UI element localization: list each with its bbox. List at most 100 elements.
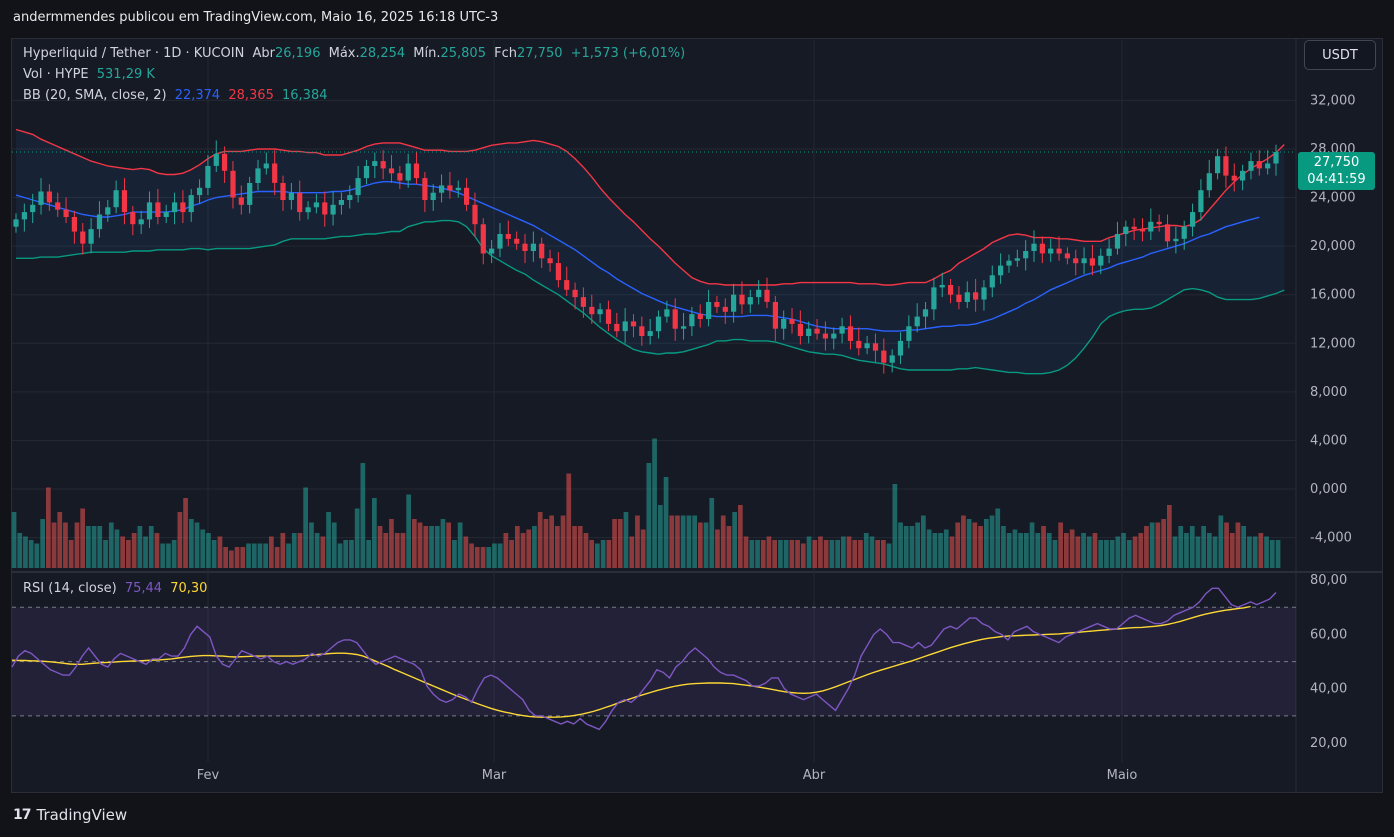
candle-body (55, 202, 61, 210)
candle-body (1223, 156, 1229, 176)
publication-bar: andermmendes publicou em TradingView.com… (0, 0, 1394, 38)
volume-bar (480, 547, 486, 568)
candle-body (831, 333, 837, 339)
volume-bar (97, 526, 103, 568)
volume-bar (1178, 526, 1184, 568)
volume-bar (1229, 533, 1235, 568)
candle-body (772, 302, 778, 329)
volume-bar (640, 529, 646, 568)
candle-body (105, 207, 111, 215)
volume-bar (114, 529, 120, 568)
candle-body (1156, 221, 1162, 225)
volume-bar (1212, 536, 1218, 568)
candle-body (1206, 173, 1212, 191)
symbol-name[interactable]: Hyperliquid / Tether · 1D · KUCOIN (23, 46, 245, 61)
volume-bar (366, 540, 371, 568)
rsi-ma-value: 70,30 (170, 581, 208, 596)
volume-bar (1064, 533, 1069, 568)
rsi-tick-label: 40,00 (1310, 682, 1347, 697)
candle-body (146, 202, 153, 220)
volume-bar (452, 540, 457, 568)
candle-body (655, 316, 662, 332)
candle-body (806, 328, 812, 336)
volume-bar (515, 526, 520, 568)
volume-bar (818, 536, 823, 568)
price-tick-label: 16,000 (1310, 288, 1356, 303)
chart-frame[interactable] (11, 38, 1383, 793)
volume-bar (984, 519, 989, 568)
volume-bar (429, 526, 434, 568)
volume-bar (434, 526, 440, 568)
volume-bar (400, 533, 406, 568)
volume-bar (360, 463, 366, 568)
candle-body (1164, 224, 1171, 242)
rsi-label[interactable]: RSI (14, close) (23, 581, 117, 596)
candle-body (88, 229, 94, 244)
volume-bar (463, 536, 469, 568)
volume-label[interactable]: Vol · HYPE (23, 67, 89, 82)
price-tick-label: 32,000 (1310, 93, 1356, 108)
volume-bar (595, 543, 600, 568)
candle-body (71, 217, 77, 232)
candle-body (797, 323, 803, 336)
currency-button[interactable]: USDT (1304, 40, 1376, 70)
rsi-tick-label: 20,00 (1310, 736, 1347, 751)
rsi-value: 75,44 (124, 581, 163, 596)
candle-body (580, 297, 586, 307)
candle-body (272, 163, 278, 183)
candle-body (489, 248, 495, 254)
volume-bar (377, 526, 383, 568)
volume-bar (240, 547, 246, 568)
volume-bar (932, 533, 938, 568)
volume-bar (1161, 519, 1166, 568)
volume-bar (772, 540, 777, 568)
volume-bar (148, 526, 154, 568)
volume-bar (943, 529, 949, 568)
candle-body (380, 161, 386, 169)
candle-body (21, 212, 27, 220)
candle-body (639, 326, 645, 336)
volume-bar (966, 519, 972, 568)
volume-bar (783, 540, 789, 568)
candle-body (80, 231, 86, 244)
volume-bar (955, 522, 961, 568)
rsi-tick-label: 80,00 (1310, 573, 1347, 588)
candle-body (897, 340, 904, 356)
candle-body (197, 187, 203, 196)
volume-bar (503, 533, 509, 568)
rsi-tick-label: 60,00 (1310, 627, 1347, 642)
volume-bar (921, 515, 926, 568)
high-value: 28,254 (359, 46, 406, 61)
candle-body (614, 323, 620, 332)
candle-body (413, 163, 420, 179)
candle-body (756, 289, 762, 298)
candle-body (1098, 255, 1104, 266)
tradingview-logo-icon[interactable]: 17 (13, 807, 32, 823)
tradingview-brand[interactable]: TradingView (36, 806, 128, 824)
volume-bar (160, 543, 166, 568)
candle-body (530, 243, 536, 251)
volume-bar (120, 536, 125, 568)
candle-body (981, 287, 987, 300)
candle-body (547, 258, 553, 264)
volume-bar (800, 543, 806, 568)
volume-bar (629, 536, 635, 568)
candle-body (889, 355, 895, 363)
symbol-legend: Hyperliquid / Tether · 1D · KUCOIN Abr26… (23, 46, 689, 61)
volume-bar (755, 540, 760, 568)
candle-body (472, 204, 478, 225)
bb-legend: BB (20, SMA, close, 2) 22,374 28,365 16,… (23, 88, 332, 103)
candle-body (539, 243, 545, 259)
volume-bar (457, 522, 463, 568)
candle-body (597, 309, 603, 315)
volume-bar (103, 540, 108, 568)
volume-bar (406, 494, 411, 568)
candle-body (1231, 175, 1237, 181)
bb-label[interactable]: BB (20, SMA, close, 2) (23, 88, 167, 103)
volume-bar (709, 498, 715, 568)
volume-bar (497, 543, 503, 568)
candle-body (130, 212, 136, 225)
candle-body (230, 170, 236, 198)
volume-bar (560, 515, 566, 568)
